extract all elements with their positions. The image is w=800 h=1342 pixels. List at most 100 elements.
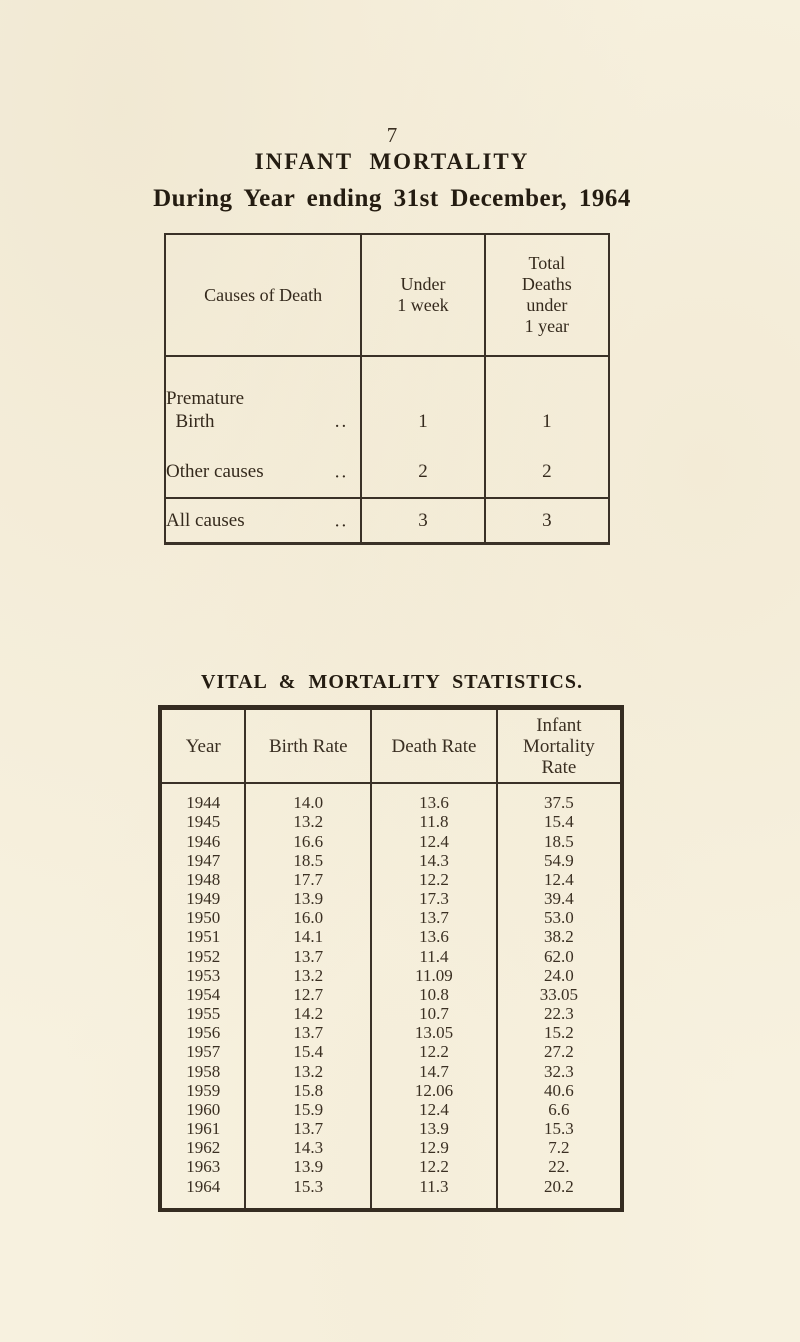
year-cell: 1963 [186, 1157, 221, 1177]
birth-rate-cell: 15.8 [244, 1080, 372, 1100]
birth-rate-cell: 13.9 [244, 1157, 372, 1177]
infant-mortality-rate-cell: 12.4 [495, 869, 622, 889]
page-subtitle: During Year ending 31st December, 1964 [153, 185, 631, 212]
death-rate-cell: 12.9 [370, 1138, 497, 1158]
year-cell: 1962 [186, 1138, 221, 1158]
birth-rate-cell: 14.0 [244, 783, 372, 813]
infant-table-header-row: Causes of Death Under 1 week Total Death… [165, 234, 609, 357]
stats-table-row: 1957 15.4 12.2 27.2 [160, 1042, 622, 1062]
table-row-all-causes: All causes .. 3 3 [165, 497, 609, 544]
stats-table-row: 1964 15.3 11.3 20.2 [160, 1176, 622, 1210]
death-rate-cell: 12.06 [370, 1080, 497, 1100]
death-rate-cell: 12.2 [370, 1042, 497, 1062]
death-rate-cell: 13.05 [370, 1023, 497, 1043]
infant-mortality-rate-cell: 27.2 [495, 1042, 622, 1062]
infant-mortality-rate-cell: 18.5 [495, 831, 622, 851]
birth-rate-cell: 13.2 [244, 1061, 372, 1081]
birth-rate-cell: 18.5 [244, 850, 372, 870]
birth-rate-cell: 13.7 [244, 1023, 372, 1043]
year-column-header: Year [160, 707, 246, 784]
birth-rate-cell: 16.0 [244, 908, 372, 928]
infant-mortality-rate-cell: 7.2 [495, 1138, 622, 1158]
death-rate-cell: 13.7 [370, 908, 497, 928]
under-1-week-value: 2 [360, 446, 485, 498]
stats-table-row: 1950 16.0 13.7 53.0 [160, 908, 622, 928]
year-cell: 1960 [186, 1099, 221, 1119]
leader-dots: .. [334, 411, 349, 432]
infant-mortality-table: Causes of Death Under 1 week Total Death… [164, 233, 610, 545]
birth-rate-cell: 13.7 [244, 946, 372, 966]
year-cell: 1952 [186, 946, 221, 966]
infant-mortality-rate-cell: 15.4 [495, 812, 622, 832]
infant-mortality-rate-cell: 38.2 [495, 927, 622, 947]
stats-table-row: 1955 14.2 10.7 22.3 [160, 1003, 622, 1024]
year-cell: 1944 [186, 793, 221, 813]
birth-rate-cell: 13.7 [244, 1119, 372, 1139]
death-rate-cell: 11.3 [370, 1176, 497, 1210]
stats-table-row: 1951 14.1 13.6 38.2 [160, 927, 622, 947]
cause-label: Other causes [166, 461, 264, 482]
birth-rate-cell: 13.2 [244, 965, 372, 985]
cause-cell: All causes .. [165, 497, 362, 544]
death-rate-cell: 14.3 [370, 850, 497, 870]
stats-table-row: 1959 15.8 12.06 40.6 [160, 1080, 622, 1100]
year-cell: 1950 [186, 908, 221, 928]
stats-table-row: 1956 13.7 13.05 15.2 [160, 1023, 622, 1043]
leader-dots: .. [334, 461, 349, 482]
stats-table-row: 1961 13.7 13.9 15.3 [160, 1119, 622, 1139]
infant-mortality-rate-cell: 37.5 [495, 783, 622, 813]
year-cell: 1961 [186, 1119, 221, 1139]
year-cell: 1948 [186, 869, 221, 889]
total-under-1-year-value: 3 [483, 497, 609, 544]
stats-section-title: VITAL & MORTALITY STATISTICS. [201, 671, 583, 693]
death-rate-column-header: Death Rate [370, 707, 497, 784]
infant-mortality-rate-column-header: Infant Mortality Rate [495, 707, 622, 784]
year-cell: 1964 [186, 1176, 221, 1196]
birth-rate-cell: 13.9 [244, 888, 372, 909]
death-rate-cell: 12.2 [370, 1157, 497, 1177]
year-cell: 1947 [186, 850, 221, 870]
birth-rate-column-header: Birth Rate [244, 707, 372, 784]
leader-dots: .. [334, 510, 349, 531]
stats-table-row: 1945 13.2 11.8 15.4 [160, 812, 622, 832]
birth-rate-cell: 17.7 [244, 869, 372, 889]
death-rate-cell: 13.6 [370, 927, 497, 947]
under-1-week-value: 1 [360, 356, 485, 446]
stats-table-row: 1949 13.9 17.3 39.4 [160, 888, 622, 909]
infant-mortality-rate-cell: 54.9 [495, 850, 622, 870]
birth-rate-cell: 15.4 [244, 1042, 372, 1062]
death-rate-cell: 14.7 [370, 1061, 497, 1081]
stats-header-row: Year Birth Rate Death Rate Infant Mortal… [160, 707, 622, 784]
stats-table-row: 1944 14.0 13.6 37.5 [160, 783, 622, 813]
stats-table-row: 1958 13.2 14.7 32.3 [160, 1061, 622, 1081]
cause-label: Premature Birth [166, 388, 245, 432]
infant-mortality-rate-cell: 22. [495, 1157, 622, 1177]
total-under-1-year-value: 2 [483, 446, 609, 498]
death-rate-cell: 12.2 [370, 869, 497, 889]
under-1-week-header: Under 1 week [360, 234, 485, 357]
death-rate-cell: 13.9 [370, 1119, 497, 1139]
infant-mortality-rate-cell: 24.0 [495, 965, 622, 985]
birth-rate-cell: 15.3 [244, 1176, 372, 1210]
birth-rate-cell: 13.2 [244, 812, 372, 832]
table-row-other-causes: Other causes .. 2 2 [165, 446, 609, 498]
birth-rate-cell: 16.6 [244, 831, 372, 851]
causes-of-death-header: Causes of Death [165, 234, 362, 357]
stats-table-row: 1963 13.9 12.2 22. [160, 1157, 622, 1177]
death-rate-cell: 10.7 [370, 1003, 497, 1024]
cause-label: All causes [166, 510, 245, 531]
year-cell: 1951 [186, 927, 221, 947]
year-cell: 1958 [186, 1061, 221, 1081]
stats-table-body: 1944 14.0 13.6 37.5 1945 13.2 11.8 15.4 1946 16.6… [160, 783, 622, 1210]
year-cell: 1954 [186, 984, 221, 1004]
birth-rate-cell: 15.9 [244, 1099, 372, 1120]
birth-rate-cell: 12.7 [244, 984, 372, 1004]
infant-mortality-rate-cell: 22.3 [495, 1003, 622, 1024]
death-rate-cell: 10.8 [370, 984, 497, 1004]
stats-table-row: 1948 17.7 12.2 12.4 [160, 869, 622, 889]
page-title: INFANT MORTALITY [254, 149, 530, 174]
birth-rate-cell: 14.3 [244, 1138, 372, 1158]
stats-table-row: 1960 15.9 12.4 6.6 [160, 1099, 622, 1120]
birth-rate-cell: 14.2 [244, 1003, 372, 1024]
